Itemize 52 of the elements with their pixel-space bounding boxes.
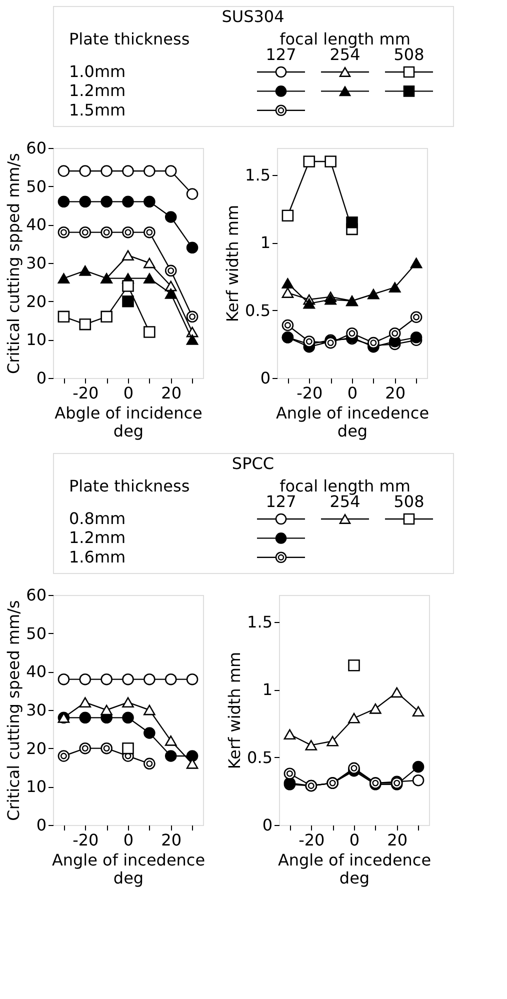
y-tick-label: 0.5 xyxy=(247,748,272,767)
text: Plate thickness xyxy=(69,476,190,496)
y-tick-label: 60 xyxy=(26,138,46,158)
y-tick-label: 20 xyxy=(26,738,46,758)
y-tick-label: 0 xyxy=(262,816,272,834)
x-tick-label: 0 xyxy=(123,384,134,402)
x-tick-label: 20 xyxy=(385,384,406,402)
y-tick-label: 0 xyxy=(36,368,46,388)
text: 1.2mm xyxy=(69,528,126,548)
text: 1.5mm xyxy=(69,100,126,120)
y-tick-label: 1 xyxy=(262,680,272,700)
x-tick-label: 20 xyxy=(161,830,182,850)
y-tick-label: 10 xyxy=(26,777,46,796)
x-tick-label: 20 xyxy=(387,830,408,850)
y-tick-label: 0 xyxy=(36,816,46,834)
text: SUS304 xyxy=(222,6,284,26)
y-tick-label: 10 xyxy=(26,330,46,350)
y-axis-title: Kerf width mm xyxy=(225,652,244,770)
x-axis-title: Abgle of incidence deg xyxy=(54,404,202,440)
y-tick-label: 60 xyxy=(26,586,46,604)
x-tick-label: -20 xyxy=(296,384,323,402)
x-axis-title: Angle of incedence deg xyxy=(52,850,206,888)
y-tick-label: 30 xyxy=(26,254,46,272)
y-tick-label: 20 xyxy=(26,292,46,311)
text: Plate thickness xyxy=(69,30,190,49)
y-axis-title: Kerf width mm xyxy=(223,204,242,322)
y-tick-label: 0 xyxy=(260,368,270,388)
text: 1.2mm xyxy=(69,81,126,100)
x-tick-label: 0 xyxy=(347,384,358,402)
text: 1.0mm xyxy=(69,62,126,81)
x-tick-label: -20 xyxy=(298,830,325,850)
y-tick-label: 50 xyxy=(26,624,46,643)
y-tick-label: 1 xyxy=(260,233,270,252)
x-axis-title: Angle of incedence deg xyxy=(276,404,430,440)
x-axis-title: Angle of incedence deg xyxy=(278,850,432,888)
x-tick-label: 0 xyxy=(349,830,360,850)
x-tick-label: -20 xyxy=(72,830,99,850)
y-axis-title: Critical cutting spped mm/s xyxy=(4,153,24,374)
y-tick-label: 40 xyxy=(26,662,46,682)
y-tick-label: 1.5 xyxy=(245,166,270,185)
text: 0.8mm xyxy=(69,509,126,528)
y-tick-label: 1.5 xyxy=(247,612,272,632)
x-tick-label: 20 xyxy=(161,384,182,402)
y-tick-label: 40 xyxy=(26,215,46,234)
y-axis-title: Critical cutting speed mm/s xyxy=(4,600,24,821)
y-tick-label: 50 xyxy=(26,176,46,196)
x-tick-label: 0 xyxy=(123,830,134,850)
text: SPCC xyxy=(232,454,274,473)
y-tick-label: 30 xyxy=(26,700,46,720)
x-tick-label: -20 xyxy=(72,384,99,402)
y-tick-label: 0.5 xyxy=(245,300,270,320)
text: 1.6mm xyxy=(69,547,126,566)
